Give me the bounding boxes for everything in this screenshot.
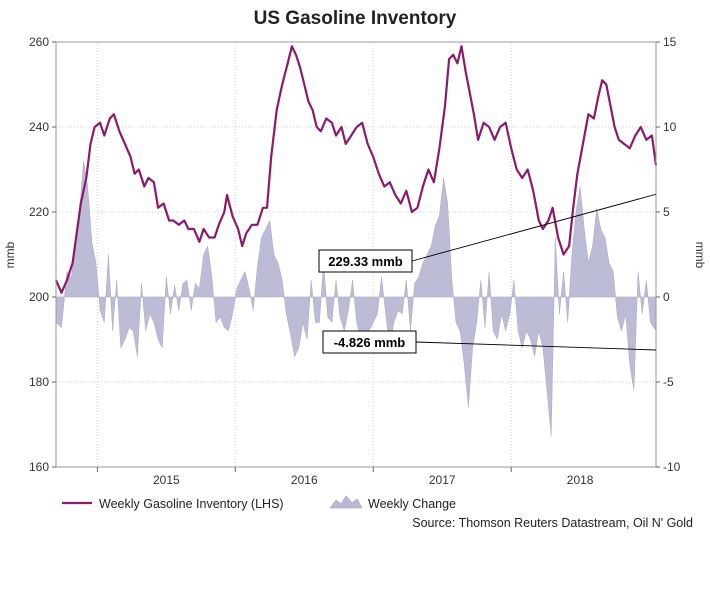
legend-area-swatch bbox=[329, 495, 363, 509]
change-callout-box bbox=[322, 330, 417, 354]
inventory-line bbox=[54, 45, 658, 294]
left-axis-label: mmb bbox=[3, 241, 17, 268]
chart-title: US Gasoline Inventory bbox=[254, 8, 457, 29]
right-tick-label: 10 bbox=[663, 120, 677, 134]
right-tick-label: 0 bbox=[663, 290, 670, 304]
x-tick-label: 2016 bbox=[291, 473, 318, 487]
legend: Weekly Gasoline Inventory (LHS) Weekly C… bbox=[62, 495, 456, 511]
plot-frame bbox=[55, 41, 657, 468]
callouts: 229.33 mmb -4.826 mmb bbox=[318, 193, 657, 354]
right-tick-label: 5 bbox=[663, 205, 670, 219]
left-tick-label: 160 bbox=[29, 460, 49, 474]
legend-label-weekly-change: Weekly Change bbox=[368, 497, 456, 511]
inventory-callout-label: 229.33 mmb bbox=[328, 254, 402, 269]
right-axis-label: mmb bbox=[693, 242, 707, 269]
source-note: Source: Thomson Reuters Datastream, Oil … bbox=[412, 516, 693, 530]
left-tick-label: 260 bbox=[29, 35, 49, 49]
inventory-line-layer bbox=[54, 45, 658, 294]
left-tick-label: 220 bbox=[29, 205, 49, 219]
inventory-callout-leader bbox=[411, 193, 657, 262]
left-tick-label: 200 bbox=[29, 290, 49, 304]
right-tick-label: -10 bbox=[663, 460, 681, 474]
right-tick-label: -5 bbox=[663, 375, 674, 389]
x-tick-label: 2018 bbox=[567, 473, 594, 487]
change-callout-leader bbox=[415, 341, 657, 351]
left-tick-label: 180 bbox=[29, 375, 49, 389]
change-callout-label: -4.826 mmb bbox=[334, 335, 406, 350]
right-tick-label: 15 bbox=[663, 35, 677, 49]
x-tick-label: 2017 bbox=[429, 473, 456, 487]
left-tick-label: 240 bbox=[29, 120, 49, 134]
inventory-callout-box bbox=[318, 249, 413, 273]
x-tick-label: 2015 bbox=[153, 473, 180, 487]
axes: 160 180 200 220 240 260 -10 -5 0 5 10 15 2015 2016 201… bbox=[29, 35, 681, 487]
legend-label-inventory: Weekly Gasoline Inventory (LHS) bbox=[99, 497, 284, 511]
